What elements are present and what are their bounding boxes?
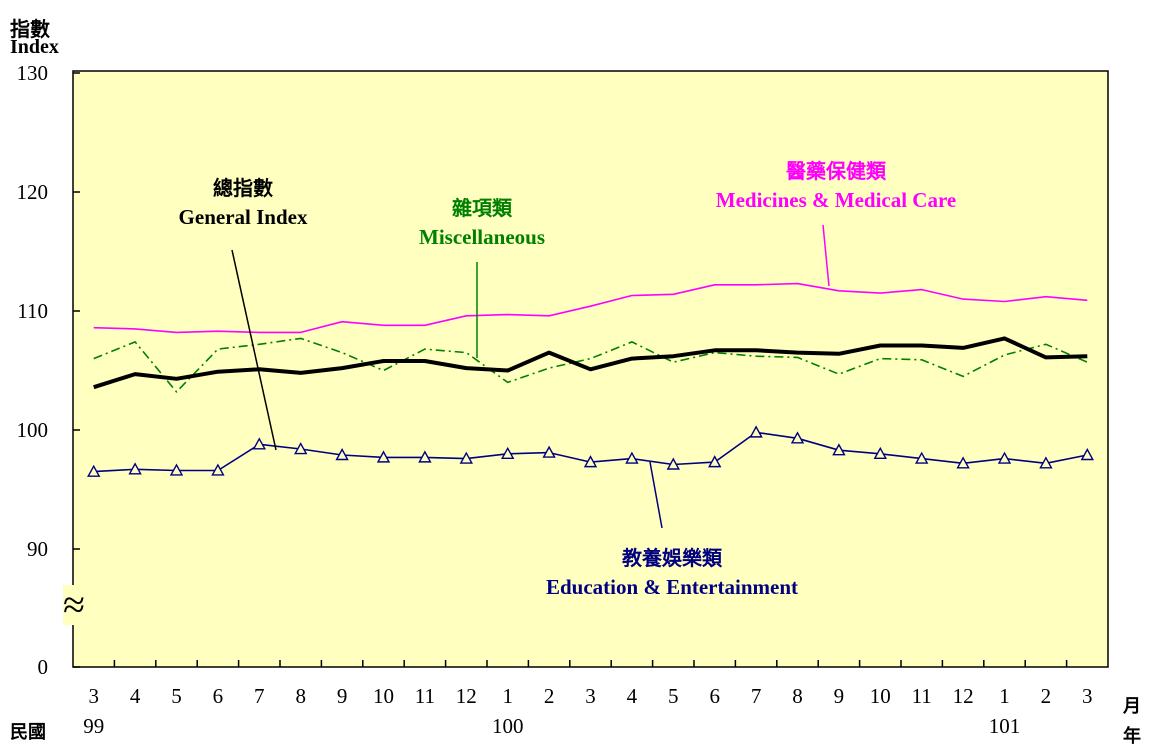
x-tick-label: 7 — [254, 684, 265, 708]
x-year-label: 99 — [83, 714, 104, 738]
x-tick-label: 12 — [953, 684, 974, 708]
annotation-education-en: Education & Entertainment — [546, 575, 798, 599]
x-tick-label: 3 — [585, 684, 596, 708]
x-tick-label: 8 — [295, 684, 306, 708]
annotation-education-zh: 教養娛樂類 — [622, 548, 722, 570]
data-point-marker — [997, 451, 1012, 464]
series-line-miscellaneous — [93, 337, 1088, 393]
x-year-label: 100 — [492, 714, 524, 738]
annotation-miscellaneous-en: Miscellaneous — [419, 225, 545, 249]
x-tick-label: 5 — [668, 684, 679, 708]
data-point-marker — [542, 445, 556, 458]
y-tick-label: 110 — [17, 299, 48, 323]
data-point-marker — [873, 446, 887, 459]
annotation-miscellaneous: 雜項類 Miscellaneous — [419, 195, 545, 251]
data-point-marker — [128, 462, 142, 475]
annotation-leaders — [231, 224, 830, 529]
x-tick-label: 11 — [415, 684, 435, 708]
axis-break-icon: ≈ — [63, 582, 85, 627]
annotation-medicines: 醫藥保健類 Medicines & Medical Care — [716, 158, 956, 214]
x-tick-label: 9 — [337, 684, 348, 708]
x-tick-label: 9 — [834, 684, 845, 708]
data-point-marker — [87, 464, 101, 477]
data-point-marker — [294, 442, 308, 455]
x-unit-year: 年 — [1123, 726, 1141, 746]
series-lines — [87, 282, 1094, 477]
x-tick-label: 3 — [1082, 684, 1093, 708]
annotation-education: 教養娛樂類 Education & Entertainment — [546, 545, 798, 601]
x-tick-label: 10 — [373, 684, 394, 708]
x-axis: 3 4 5 6 7 8 9 10 11 12 1 2 3 4 5 6 7 8 9 10 11 12 1 2 399 100 101 — [83, 660, 1093, 738]
x-tick-label: 7 — [751, 684, 762, 708]
x-tick-label: 10 — [870, 684, 891, 708]
data-point-marker — [501, 446, 515, 459]
data-point-marker — [1080, 448, 1094, 461]
data-point-marker — [418, 450, 432, 463]
x-tick-label: 12 — [456, 684, 477, 708]
y-tick-label: 100 — [17, 418, 49, 442]
y-axis-title-en: Index — [10, 36, 59, 58]
data-point-marker — [252, 437, 266, 450]
annotation-miscellaneous-zh: 雜項類 — [452, 198, 512, 220]
x-tick-label: 1 — [502, 684, 513, 708]
x-unit-month: 月 — [1123, 696, 1141, 716]
x-tick-label: 6 — [213, 684, 224, 708]
data-point-marker — [459, 451, 473, 464]
data-point-marker — [708, 455, 722, 468]
y-axis-title-zh: 指數 — [10, 19, 50, 41]
annotation-medicines-en: Medicines & Medical Care — [715, 188, 957, 212]
data-point-marker — [211, 463, 225, 476]
leader-line-general — [231, 249, 277, 451]
x-tick-label: 1 — [999, 684, 1010, 708]
data-point-marker — [625, 451, 639, 464]
annotation-general-zh: 總指數 — [212, 178, 273, 200]
x-year-label: 101 — [989, 714, 1021, 738]
x-tick-label: 4 — [130, 684, 141, 708]
data-point-marker — [169, 463, 184, 476]
y-tick-label: 0 — [38, 655, 49, 679]
data-point-marker — [956, 456, 970, 469]
y-tick-label: 90 — [27, 537, 48, 561]
annotation-general: 總指數 General Index — [179, 175, 308, 231]
x-tick-label: 5 — [171, 684, 182, 708]
data-point-marker — [583, 455, 598, 468]
data-point-marker — [749, 425, 763, 438]
data-point-marker — [915, 451, 929, 464]
x-tick-label: 11 — [912, 684, 932, 708]
x-tick-label: 2 — [1041, 684, 1052, 708]
annotation-general-en: General Index — [178, 205, 308, 229]
y-tick-label: 130 — [17, 61, 49, 85]
data-point-marker — [666, 457, 680, 470]
x-tick-label: 2 — [544, 684, 555, 708]
data-point-marker — [1039, 456, 1053, 469]
x-tick-label: 4 — [627, 684, 638, 708]
series-line-general — [93, 336, 1088, 390]
data-point-marker — [832, 443, 846, 456]
x-tick-label: 3 — [88, 684, 99, 708]
x-tick-label: 6 — [709, 684, 720, 708]
x-tick-label: 8 — [792, 684, 803, 708]
y-axis: 0 90 100 110 120 130 — [17, 61, 80, 679]
series-line-medicines — [93, 282, 1088, 334]
leader-line-education — [649, 461, 663, 529]
data-point-marker — [376, 450, 391, 463]
annotation-medicines-zh: 醫藥保健類 — [786, 161, 886, 183]
y-tick-label: 120 — [17, 180, 49, 204]
leader-line-medicines — [822, 224, 830, 287]
data-point-marker — [790, 431, 805, 444]
era-label: 民國 — [10, 722, 46, 742]
data-point-marker — [335, 448, 349, 461]
